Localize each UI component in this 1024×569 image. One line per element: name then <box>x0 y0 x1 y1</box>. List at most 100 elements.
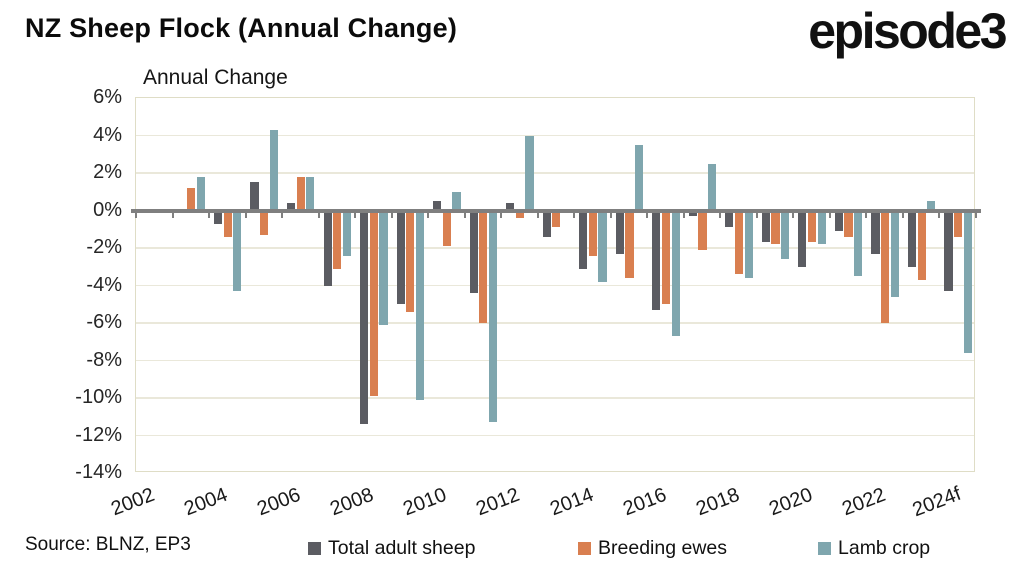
gridline <box>136 359 974 362</box>
bar-lamb-crop-2006 <box>306 176 315 211</box>
bar-total-adult-sheep-2022 <box>871 210 880 254</box>
legend-swatch-total-adult-sheep <box>308 541 321 555</box>
x-axis-label: 2004 <box>181 483 231 521</box>
axis-tick <box>865 212 868 218</box>
bar-breeding-ewes-2014 <box>588 210 597 256</box>
x-axis-label: 2024f <box>909 482 964 522</box>
bar-breeding-ewes-2012 <box>515 210 524 218</box>
x-axis-label: 2020 <box>765 483 816 521</box>
bar-breeding-ewes-2018 <box>734 210 744 275</box>
bar-lamb-crop-2016 <box>671 210 680 337</box>
bar-lamb-crop-2004 <box>233 210 242 292</box>
y-axis-label: -12% <box>75 423 122 446</box>
bar-lamb-crop-2017 <box>708 163 717 211</box>
source-text: Source: BLNZ, EP3 <box>25 534 191 555</box>
legend-label-breeding-ewes: Breeding ewes <box>598 536 727 559</box>
episode3-logo: episode3 <box>808 3 1007 59</box>
gridline <box>136 247 974 249</box>
bar-breeding-ewes-2017 <box>698 210 707 250</box>
y-axis-label: 4% <box>93 123 122 146</box>
bar-total-adult-sheep-2017 <box>688 210 697 217</box>
axis-tick <box>135 212 137 218</box>
axis-tick <box>244 212 247 218</box>
axis-tick <box>573 212 576 218</box>
bar-lamb-crop-2021 <box>854 210 863 277</box>
legend-item-lamb-crop: Lamb crop <box>818 537 930 559</box>
legend-item-breeding-ewes: Breeding ewes <box>578 537 727 559</box>
axis-tick <box>354 212 357 218</box>
gridline <box>136 322 974 324</box>
axis-tick <box>682 212 685 218</box>
bar-total-adult-sheep-2019 <box>761 210 770 243</box>
gridline <box>136 172 974 174</box>
bar-breeding-ewes-2010 <box>442 210 451 247</box>
bar-lamb-crop-2014 <box>598 210 607 282</box>
bar-lamb-crop-2010 <box>452 191 461 211</box>
bar-total-adult-sheep-2010 <box>433 201 442 211</box>
bar-breeding-ewes-2013 <box>552 210 561 228</box>
bar-breeding-ewes-2007 <box>333 210 342 269</box>
bar-breeding-ewes-2023 <box>917 210 926 280</box>
bar-breeding-ewes-2008 <box>369 210 378 397</box>
bar-breeding-ewes-2003 <box>187 188 196 211</box>
bar-lamb-crop-2008 <box>379 210 388 325</box>
bar-total-adult-sheep-2016 <box>652 210 661 310</box>
y-axis-label: 0% <box>93 198 122 221</box>
bar-total-adult-sheep-2023 <box>907 210 917 267</box>
axis-tick <box>646 212 649 218</box>
plot-area <box>131 97 981 472</box>
bar-total-adult-sheep-2015 <box>615 210 624 254</box>
bar-lamb-crop-2003 <box>196 176 205 211</box>
bar-total-adult-sheep-2005 <box>250 182 259 211</box>
y-axis-label: -4% <box>86 273 122 296</box>
bar-total-adult-sheep-2004 <box>213 210 223 224</box>
bar-total-adult-sheep-2024f <box>944 210 953 292</box>
x-axis-label: 2018 <box>692 483 743 521</box>
bar-lamb-crop-2012 <box>525 135 534 211</box>
bar-breeding-ewes-2004 <box>223 210 232 237</box>
bar-total-adult-sheep-2021 <box>834 210 843 232</box>
y-axis-label: 6% <box>93 86 122 108</box>
gridline <box>136 397 974 399</box>
bar-breeding-ewes-2022 <box>880 210 890 323</box>
bar-lamb-crop-2015 <box>634 144 644 211</box>
bar-total-adult-sheep-2013 <box>542 210 551 237</box>
axis-tick <box>938 212 941 218</box>
axis-tick <box>281 212 284 218</box>
bar-total-adult-sheep-2018 <box>725 210 734 228</box>
bar-total-adult-sheep-2011 <box>469 210 478 293</box>
y-axis-label: -10% <box>75 386 122 408</box>
legend-label-total-adult-sheep: Total adult sheep <box>328 536 476 559</box>
legend: Total adult sheep Breeding ewes Lamb crop <box>0 537 1024 563</box>
axis-tick <box>792 212 795 218</box>
gridline <box>136 434 974 437</box>
x-axis-zero-line <box>131 208 981 213</box>
axis-tick <box>536 212 539 218</box>
bar-lamb-crop-2024f <box>963 210 972 353</box>
gridline <box>136 134 974 137</box>
axis-tick <box>719 212 722 218</box>
legend-label-lamb-crop: Lamb crop <box>838 536 931 559</box>
legend-item-total-adult-sheep: Total adult sheep <box>308 537 475 559</box>
y-axis-label: -14% <box>75 461 122 483</box>
x-axis-label: 2022 <box>838 483 889 521</box>
y-axis-label: 2% <box>93 161 122 183</box>
axis-tick <box>208 212 211 218</box>
y-axis-label: -6% <box>86 311 122 333</box>
legend-swatch-breeding-ewes <box>578 541 591 555</box>
axis-tick <box>390 212 393 218</box>
axis-tick <box>427 212 430 218</box>
bar-breeding-ewes-2024f <box>954 210 963 237</box>
bar-total-adult-sheep-2014 <box>579 210 588 269</box>
bar-breeding-ewes-2009 <box>406 210 415 312</box>
x-axis-label: 2016 <box>619 483 670 521</box>
bar-breeding-ewes-2015 <box>625 210 634 278</box>
x-axis-label: 2006 <box>254 483 304 521</box>
x-axis-label: 2010 <box>400 483 450 521</box>
y-axis-label: -8% <box>86 348 122 371</box>
bar-breeding-ewes-2011 <box>479 210 488 323</box>
bar-lamb-crop-2020 <box>817 210 826 245</box>
bar-lamb-crop-2009 <box>415 210 425 400</box>
bar-lamb-crop-2005 <box>269 129 278 211</box>
